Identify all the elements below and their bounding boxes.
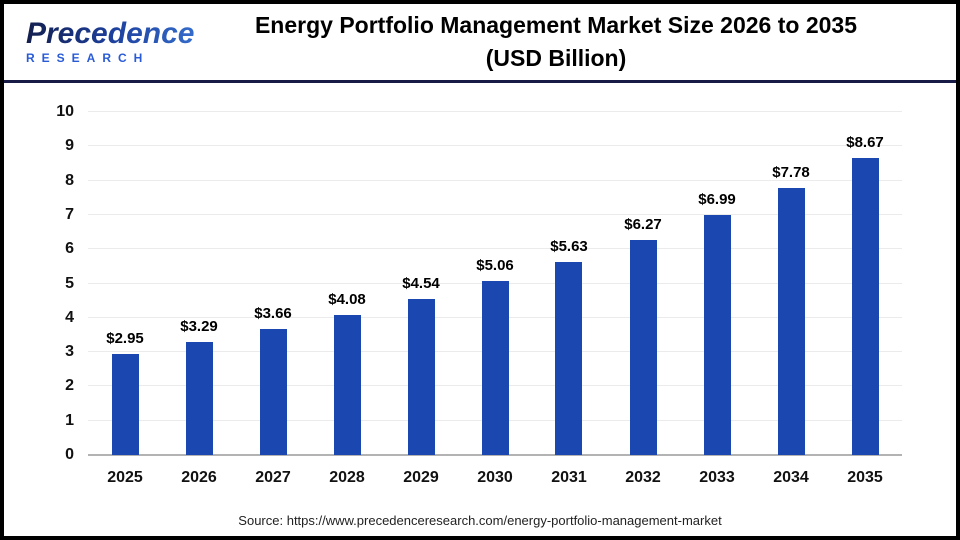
bar-value-label: $5.06: [476, 257, 514, 275]
y-tick-label: 3: [65, 343, 74, 361]
logo-wordmark: Precedence: [26, 19, 216, 49]
x-tick-label: 2035: [847, 469, 883, 486]
header: Precedence RESEARCH Energy Portfolio Man…: [4, 4, 956, 83]
bar-value-label: $2.95: [106, 329, 144, 347]
gridline: [88, 213, 902, 215]
bar-2025: [111, 353, 139, 455]
bar-2028: [333, 315, 361, 455]
bar-2031: [555, 261, 583, 455]
precedence-research-logo: Precedence RESEARCH: [4, 19, 216, 66]
y-tick-label: 0: [65, 446, 74, 463]
gridline: [88, 179, 902, 181]
gridline: [88, 111, 902, 112]
x-tick-label: 2030: [477, 469, 513, 486]
chart-title-line2: (USD Billion): [485, 45, 627, 71]
bar-value-label: $6.27: [624, 215, 662, 233]
bar-2035: [851, 157, 879, 455]
y-tick-label: 5: [65, 274, 74, 292]
bar-value-label: $4.08: [328, 291, 366, 309]
bar-2030: [481, 281, 509, 455]
x-tick-label: 2031: [551, 469, 587, 486]
bar-value-label: $8.67: [846, 133, 884, 151]
bar-value-label: $3.66: [254, 305, 292, 323]
chart-title: Energy Portfolio Management Market Size …: [216, 9, 896, 75]
plot-area: $2.95 $3.29 $3.66 $4.08 $4.54 $5.06 $5.63 $6.27…: [88, 111, 902, 456]
chart-title-line1: Energy Portfolio Management Market Size …: [254, 12, 858, 38]
gridline: [88, 248, 902, 250]
y-tick-label: 8: [65, 171, 74, 189]
y-axis: 0 1 2 3 4 5 6 7 8 9 10: [4, 103, 74, 463]
chart-area: 0 1 2 3 4 5 6 7 8 9 10 $2.95 $3.29 $3.66 $4.08 $4.54 $5…: [4, 83, 956, 536]
bar-value-label: $3.29: [180, 318, 218, 336]
bar-value-label: $5.63: [550, 237, 588, 255]
bar-value-label: $6.99: [698, 191, 736, 209]
source-attribution: Source: https://www.precedenceresearch.c…: [238, 513, 722, 528]
x-tick-label: 2033: [699, 469, 735, 486]
y-tick-label: 10: [56, 103, 74, 120]
x-axis: 2025 2026 2027 2028 2029 2030 2031 2032 2033 2034…: [88, 469, 902, 491]
x-tick-label: 2032: [625, 469, 661, 486]
bar-2027: [259, 329, 287, 455]
y-tick-label: 7: [65, 205, 74, 223]
bar-2029: [407, 299, 435, 455]
bar-value-label: $4.54: [402, 275, 440, 293]
x-tick-label: 2026: [181, 469, 217, 486]
bar-2033: [703, 215, 731, 455]
y-tick-label: 1: [65, 411, 74, 429]
bar-value-label: $7.78: [772, 164, 810, 182]
bar-2026: [185, 342, 213, 455]
y-tick-label: 9: [65, 137, 74, 155]
x-tick-label: 2029: [403, 469, 439, 486]
logo-subtitle: RESEARCH: [26, 51, 150, 65]
x-tick-label: 2028: [329, 469, 365, 486]
x-tick-label: 2025: [107, 469, 143, 486]
y-tick-label: 2: [65, 377, 74, 395]
x-axis-baseline: [88, 454, 902, 456]
x-tick-label: 2034: [773, 469, 809, 486]
y-tick-label: 4: [65, 308, 74, 326]
x-tick-label: 2027: [255, 469, 291, 486]
y-tick-label: 6: [65, 240, 74, 258]
bar-2032: [629, 239, 657, 455]
bar-2034: [777, 188, 805, 455]
gridline: [88, 145, 902, 147]
